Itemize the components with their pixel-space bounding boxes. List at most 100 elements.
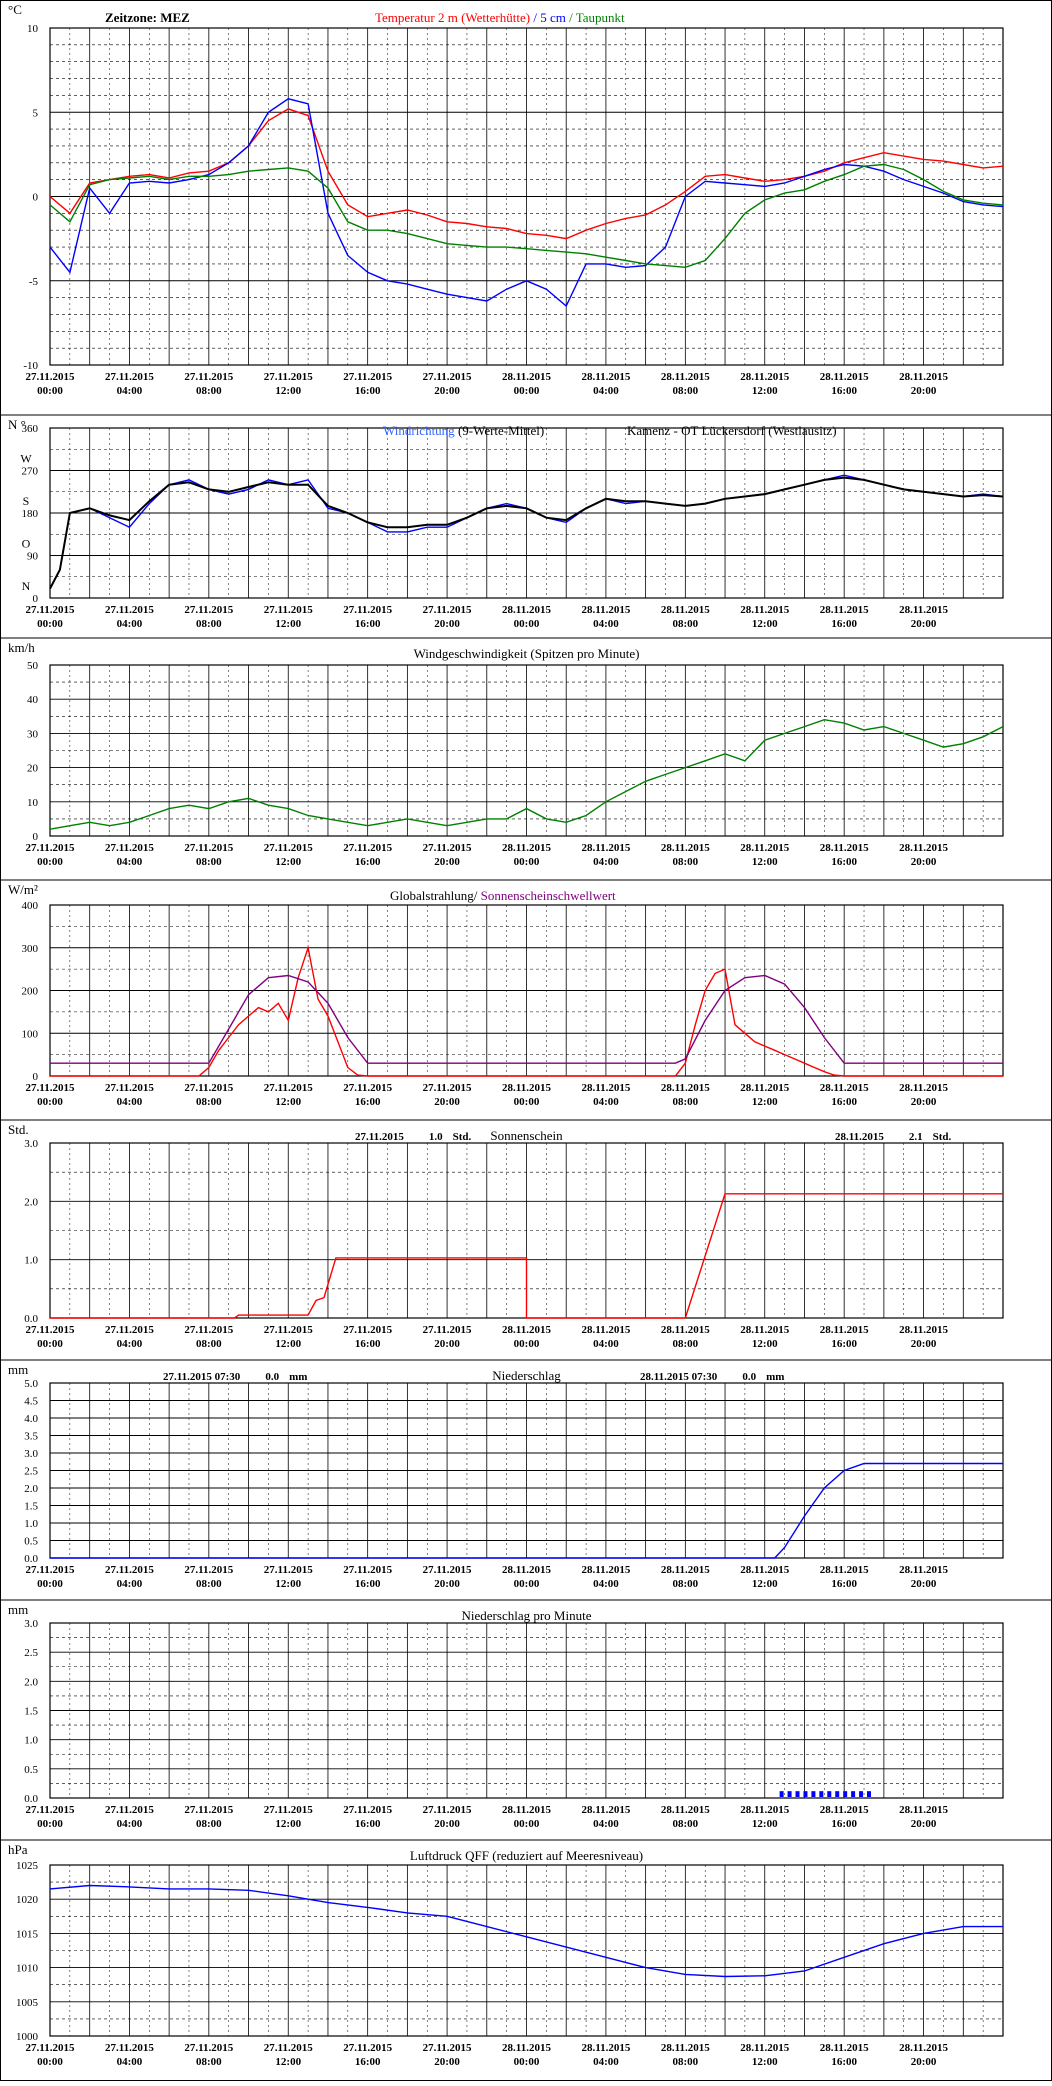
- series-bar: [819, 1791, 824, 1797]
- x-tick-date: 28.11.2015: [502, 1082, 551, 1094]
- x-tick-date: 28.11.2015: [661, 371, 710, 383]
- x-tick-date: 27.11.2015: [105, 1082, 154, 1094]
- y-tick-label: 0.0: [24, 1313, 38, 1325]
- x-tick-time: 08:00: [196, 856, 222, 868]
- total-annotation: 27.11.2015 07:30 0.0 mm: [163, 1371, 307, 1383]
- x-tick-date: 27.11.2015: [423, 604, 472, 616]
- annotation-unit: mm: [289, 1371, 307, 1383]
- x-tick-date: 27.11.2015: [264, 2042, 313, 2054]
- x-tick-time: 16:00: [355, 856, 381, 868]
- x-tick-date: 27.11.2015: [264, 1324, 313, 1336]
- series-line-0: [50, 945, 1003, 1077]
- x-tick-time: 20:00: [911, 1578, 937, 1590]
- series-line-1: [49, 98, 1004, 308]
- series-line-1: [50, 974, 1003, 1064]
- x-tick-time: 00:00: [37, 1338, 63, 1350]
- x-tick-date: 27.11.2015: [264, 1082, 313, 1094]
- x-tick-date: 27.11.2015: [184, 1564, 233, 1576]
- series-line-0: [49, 108, 1004, 240]
- x-tick-time: 00:00: [514, 618, 540, 630]
- x-tick-date: 28.11.2015: [899, 1804, 948, 1816]
- x-tick-date: 28.11.2015: [502, 604, 551, 616]
- x-tick-date: 28.11.2015: [661, 1804, 710, 1816]
- x-tick-date: 27.11.2015: [26, 604, 75, 616]
- x-tick-time: 08:00: [672, 1818, 698, 1830]
- x-tick-time: 20:00: [911, 385, 937, 397]
- x-tick-date: 27.11.2015: [423, 1082, 472, 1094]
- x-tick-date: 28.11.2015: [502, 1564, 551, 1576]
- x-tick-date: 27.11.2015: [26, 1324, 75, 1336]
- x-tick-date: 28.11.2015: [581, 604, 630, 616]
- x-tick-date: 28.11.2015: [502, 1324, 551, 1336]
- y-tick-label: 0.0: [24, 1553, 38, 1565]
- x-tick-time: 12:00: [275, 1338, 301, 1350]
- x-tick-time: 12:00: [275, 1578, 301, 1590]
- series-bar: [787, 1791, 792, 1797]
- y-tick-label: 20: [27, 763, 39, 775]
- x-tick-time: 20:00: [434, 1096, 460, 1108]
- x-tick-date: 27.11.2015: [423, 1564, 472, 1576]
- annotation-unit: mm: [766, 1371, 784, 1383]
- y-tick-label: 0.0: [24, 1793, 38, 1805]
- series-bar: [803, 1791, 808, 1797]
- x-tick-time: 20:00: [434, 618, 460, 630]
- x-tick-time: 12:00: [752, 1818, 778, 1830]
- chart-wind_speed: 50 40 30 20 10 0 km/h Windgeschwindigkeit (Spit…: [0, 637, 1052, 868]
- y-tick-label: 100: [22, 1028, 39, 1040]
- x-tick-date: 27.11.2015: [26, 2042, 75, 2054]
- x-tick-date: 27.11.2015: [105, 1324, 154, 1336]
- title-part: Windrichtung: [383, 423, 455, 438]
- x-tick-time: 16:00: [355, 385, 381, 397]
- x-tick-date: 28.11.2015: [661, 842, 710, 854]
- x-tick-date: 27.11.2015: [264, 1804, 313, 1816]
- x-tick-time: 20:00: [434, 2056, 460, 2068]
- x-tick-date: 27.11.2015: [184, 1804, 233, 1816]
- y-tick-label: 50: [27, 660, 39, 672]
- x-tick-date: 27.11.2015: [343, 842, 392, 854]
- x-tick-time: 08:00: [196, 1818, 222, 1830]
- y-tick-label: 1005: [16, 1997, 39, 2009]
- y-tick-label: 400: [22, 900, 39, 912]
- x-tick-date: 27.11.2015: [105, 842, 154, 854]
- x-tick-time: 00:00: [514, 1338, 540, 1350]
- x-tick-date: 28.11.2015: [740, 1564, 789, 1576]
- y-tick-label: 0: [33, 1071, 39, 1083]
- annotation-date: 28.11.2015 07:30: [640, 1371, 718, 1383]
- x-tick-date: 27.11.2015: [184, 1082, 233, 1094]
- x-tick-time: 16:00: [831, 856, 857, 868]
- x-tick-date: 28.11.2015: [581, 1804, 630, 1816]
- title-part: Globalstrahlung/: [390, 888, 481, 903]
- x-tick-date: 28.11.2015: [740, 1324, 789, 1336]
- annotation-unit: Std.: [453, 1131, 472, 1143]
- y-tick-label: 40: [27, 694, 39, 706]
- x-tick-date: 27.11.2015: [184, 1324, 233, 1336]
- x-tick-time: 04:00: [117, 1096, 143, 1108]
- x-tick-time: 20:00: [434, 385, 460, 397]
- x-tick-date: 28.11.2015: [820, 1082, 869, 1094]
- chart-radiation: 400 300 200 100 0 W/m² Globalstrahlung/ Sonnen…: [0, 879, 1052, 1108]
- x-tick-time: 00:00: [37, 1096, 63, 1108]
- compass-label: O: [22, 537, 31, 551]
- x-tick-date: 27.11.2015: [26, 1804, 75, 1816]
- y-tick-label: 2.0: [24, 1196, 38, 1208]
- y-tick-label: 0.5: [24, 1764, 38, 1776]
- x-tick-date: 27.11.2015: [264, 604, 313, 616]
- x-tick-time: 12:00: [275, 385, 301, 397]
- x-tick-date: 28.11.2015: [820, 842, 869, 854]
- x-tick-date: 28.11.2015: [581, 1324, 630, 1336]
- x-tick-time: 00:00: [514, 856, 540, 868]
- y-tick-label: 3.0: [24, 1618, 38, 1630]
- unit-label: hPa: [8, 1842, 28, 1857]
- series-bar: [795, 1791, 800, 1797]
- y-tick-label: 200: [22, 986, 39, 998]
- y-tick-label: 1.0: [24, 1518, 38, 1530]
- x-tick-date: 27.11.2015: [343, 2042, 392, 2054]
- x-tick-date: 27.11.2015: [184, 842, 233, 854]
- y-tick-label: 270: [22, 466, 39, 478]
- x-tick-date: 27.11.2015: [184, 371, 233, 383]
- plot-area: [49, 427, 1004, 599]
- x-tick-date: 27.11.2015: [423, 2042, 472, 2054]
- x-tick-time: 16:00: [355, 618, 381, 630]
- x-tick-date: 28.11.2015: [740, 604, 789, 616]
- x-tick-date: 28.11.2015: [581, 371, 630, 383]
